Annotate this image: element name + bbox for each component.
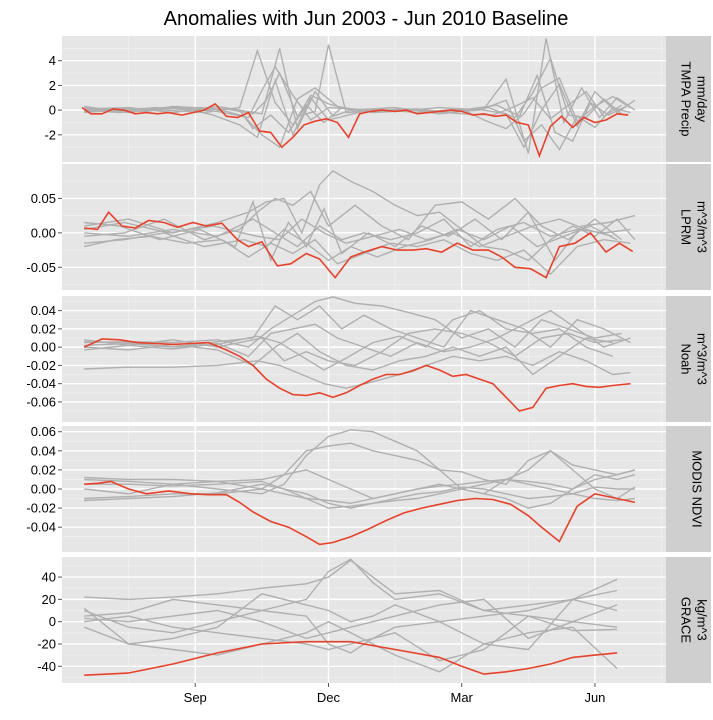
series-line-gray [84, 332, 613, 376]
y-tick-label: 0.04 [31, 303, 56, 318]
strip-unit-label: m^3/m^3 [695, 333, 710, 385]
y-tick-label: 0.00 [31, 482, 56, 497]
strip-unit-label: mm/day [695, 76, 710, 123]
y-tick-label: -0.04 [26, 376, 56, 391]
series-line-gray [84, 469, 636, 509]
series-line-gray [84, 305, 631, 349]
y-tick-label: 4 [49, 53, 56, 68]
strip-background [666, 36, 711, 162]
y-tick-label: 0.00 [31, 225, 56, 240]
series-line-gray [84, 442, 636, 490]
y-tick-label: 0.02 [31, 462, 56, 477]
series-line-gray [84, 559, 618, 628]
series-line-highlight [83, 338, 631, 412]
chart-title: Anomalies with Jun 2003 - Jun 2010 Basel… [164, 8, 569, 30]
series-line-gray [83, 578, 618, 651]
series-line-highlight [84, 480, 636, 546]
strip-unit-label: kg/m^3 [695, 599, 710, 641]
series-line-gray [84, 328, 622, 367]
x-tick-label: Jun [584, 690, 605, 705]
series-line-highlight [84, 210, 634, 279]
panel-1: -0.05 0.00 0.05 LPRM m^3/m^3 [26, 164, 711, 290]
panel-4: -40 -20 0 20 40 GRACE kg/m^3 [37, 557, 711, 683]
series-line-gray [84, 589, 618, 654]
y-tick-label: -20 [37, 636, 56, 651]
series-line-gray [84, 598, 618, 640]
x-axis: Sep Dec Mar Jun [184, 683, 605, 705]
y-tick-label: 0.06 [31, 424, 56, 439]
y-tick-label: 20 [42, 592, 56, 607]
series-line-highlight [84, 640, 618, 676]
panel-3: -0.04 -0.02 0.00 0.02 0.04 0.06 MODIS NDVI [26, 424, 711, 552]
panel-2: -0.06 -0.04 -0.02 0.00 0.02 0.04 Noah m^3/m^3 [26, 296, 711, 422]
y-tick-label: -2 [44, 127, 56, 142]
strip-label: LPRM [679, 209, 694, 245]
y-tick-label: 0.00 [31, 340, 56, 355]
strip-label: GRACE [679, 597, 694, 644]
strip-unit-label: m^3/m^3 [695, 201, 710, 253]
y-tick-label: 0 [49, 614, 56, 629]
series-line-gray [84, 483, 635, 509]
y-tick-label: 0.05 [31, 191, 56, 206]
series-line-gray [84, 199, 636, 263]
y-tick-label: -40 [37, 659, 56, 674]
strip-label: TMPA Precip [679, 62, 694, 137]
strip-background [666, 296, 711, 422]
panel-background [62, 296, 666, 422]
series-line-gray [84, 87, 622, 149]
strip-label: MODIS NDVI [690, 450, 705, 527]
series-line-highlight [81, 102, 629, 159]
y-tick-label: 0.02 [31, 321, 56, 336]
series-line-gray [83, 620, 618, 673]
y-tick-label: 0.04 [31, 443, 56, 458]
y-tick-label: 2 [49, 78, 56, 93]
series-line-gray [84, 309, 613, 371]
strip-background [666, 557, 711, 683]
series-line-gray [84, 473, 636, 509]
series-line-gray [84, 218, 631, 248]
x-tick-label: Dec [317, 690, 341, 705]
y-tick-label: -0.04 [26, 520, 56, 535]
strip-background [666, 164, 711, 290]
series-line-gray [84, 218, 613, 248]
strip-label: Noah [679, 343, 694, 374]
y-tick-label: -0.06 [26, 394, 56, 409]
y-tick-label: 0 [49, 103, 56, 118]
y-tick-label: 40 [42, 570, 56, 585]
series-line-gray [84, 615, 618, 662]
x-tick-label: Mar [451, 690, 474, 705]
series-line-gray [84, 170, 636, 262]
series-line-gray [84, 350, 631, 389]
x-tick-label: Sep [184, 690, 207, 705]
panel-background [62, 164, 666, 290]
y-tick-label: -0.02 [26, 501, 56, 516]
strip-background [666, 426, 711, 552]
y-tick-label: -0.02 [26, 358, 56, 373]
panel-background [62, 557, 666, 683]
y-tick-label: -0.05 [26, 260, 56, 275]
panel-0: -2 0 2 4 TMPA Precip mm/day [44, 36, 711, 162]
series-line-gray [84, 235, 631, 276]
